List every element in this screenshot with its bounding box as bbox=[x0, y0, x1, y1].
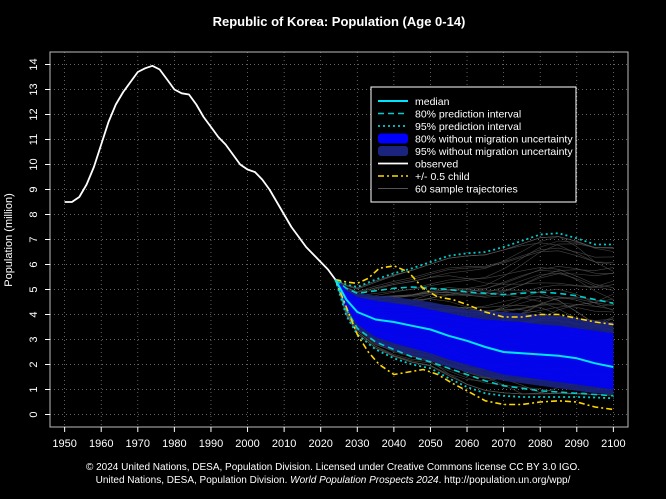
observed-line bbox=[64, 64, 337, 281]
y-tick-label: 11 bbox=[28, 134, 40, 145]
x-tick-label: 2010 bbox=[272, 438, 296, 450]
legend-label-median: median bbox=[415, 96, 450, 108]
x-tick-label: 2030 bbox=[345, 438, 369, 450]
y-tick-label: 12 bbox=[28, 108, 40, 120]
y-tick-label: 5 bbox=[28, 286, 40, 292]
footer-citation-suffix: . http://population.un.org/wpp/ bbox=[438, 475, 571, 486]
y-tick-label: 9 bbox=[28, 186, 40, 192]
y-tick-label: 2 bbox=[28, 361, 40, 367]
y-tick-label: 4 bbox=[28, 311, 40, 317]
legend-box bbox=[370, 86, 577, 203]
x-tick-label: 2040 bbox=[382, 438, 406, 450]
y-tick-label: 14 bbox=[28, 58, 40, 70]
legend-swatch-nomig95 bbox=[378, 146, 408, 156]
x-tick-label: 2060 bbox=[455, 438, 479, 450]
half-child-upper-line bbox=[335, 264, 614, 326]
y-tick-label: 13 bbox=[28, 83, 40, 95]
legend-label-halfchild: +/- 0.5 child bbox=[415, 171, 470, 183]
pi80-upper-line bbox=[334, 278, 614, 305]
chart-title: Republic of Korea: Population (Age 0-14) bbox=[213, 14, 466, 29]
x-tick-label: 1950 bbox=[52, 438, 76, 450]
half-child-lower-line bbox=[334, 279, 614, 411]
y-tick-label: 3 bbox=[28, 336, 40, 342]
x-tick-label: 1960 bbox=[89, 438, 113, 450]
legend-swatch-nomig80 bbox=[378, 133, 408, 144]
y-axis-label: Population (million) bbox=[3, 193, 15, 287]
pi95-lower-line bbox=[334, 279, 614, 400]
legend-label-nomig95: 95% without migration uncertainty bbox=[415, 146, 573, 158]
x-tick-label: 2020 bbox=[308, 438, 332, 450]
sample-trajectory-line bbox=[335, 247, 614, 292]
x-tick-label: 1990 bbox=[199, 438, 223, 450]
sample-trajectory-line bbox=[335, 236, 614, 289]
sample-trajectory-line bbox=[335, 240, 614, 297]
y-tick-label: 1 bbox=[28, 386, 40, 392]
pi80-lower-line bbox=[334, 279, 614, 397]
x-tick-label: 2100 bbox=[601, 438, 625, 450]
x-tick-label: 2070 bbox=[491, 438, 515, 450]
footer-copyright: © 2024 United Nations, DESA, Population … bbox=[85, 462, 581, 473]
sample-trajectory-line bbox=[335, 275, 614, 295]
y-tick-label: 0 bbox=[28, 411, 40, 417]
population-chart: Republic of Korea: Population (Age 0-14)… bbox=[3, 14, 629, 450]
x-tick-label: 1980 bbox=[162, 438, 186, 450]
footer-citation-prefix: United Nations, DESA, Population Divisio… bbox=[95, 475, 291, 486]
y-tick-label: 6 bbox=[28, 261, 40, 267]
x-tick-label: 1970 bbox=[126, 438, 150, 450]
x-tick-label: 2080 bbox=[528, 438, 552, 450]
sample-trajectory-line bbox=[335, 242, 614, 290]
legend-label-nomig80: 80% without migration uncertainty bbox=[415, 134, 573, 146]
footer-citation: United Nations, DESA, Population Divisio… bbox=[0, 475, 666, 486]
median-line bbox=[334, 279, 614, 368]
legend-label-observed: observed bbox=[415, 159, 458, 171]
footer-citation-title: World Population Prospects 2024 bbox=[290, 475, 439, 486]
y-tick-label: 7 bbox=[28, 236, 40, 242]
legend-label-samples: 60 sample trajectories bbox=[415, 184, 518, 196]
plot-area: 1950 1960 1970 1980 1990 2000 2010 2020 2030 2040… bbox=[28, 51, 629, 450]
legend-label-pi80: 80% prediction interval bbox=[415, 109, 521, 121]
sample-trajectory-line bbox=[335, 250, 614, 293]
pi95-upper-line bbox=[334, 232, 614, 288]
legend-label-pi95: 95% prediction interval bbox=[415, 121, 521, 133]
band-80-without-migration bbox=[335, 278, 614, 390]
y-tick-label: 8 bbox=[28, 211, 40, 217]
y-tick-label: 10 bbox=[28, 158, 40, 170]
x-tick-label: 2050 bbox=[418, 438, 442, 450]
sample-trajectory-line bbox=[335, 236, 614, 290]
x-tick-label: 2090 bbox=[565, 438, 589, 450]
x-tick-label: 2000 bbox=[235, 438, 259, 450]
